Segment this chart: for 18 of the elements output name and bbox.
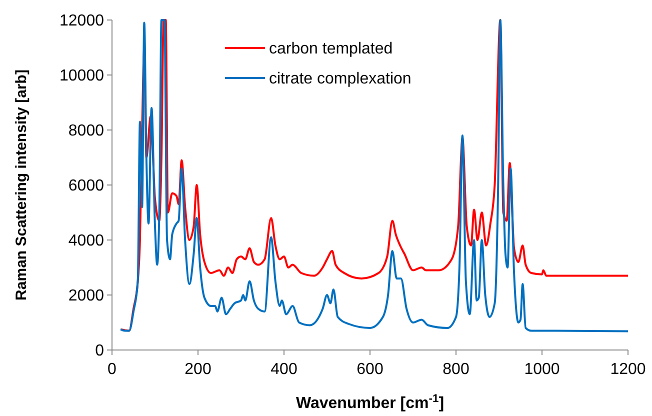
x-tick-label: 800 <box>442 361 470 378</box>
legend-label: citrate complexation <box>269 70 412 88</box>
y-tick-label: 0 <box>95 342 104 360</box>
y-axis-title: Raman Scattering intensity [arb] <box>13 70 30 300</box>
legend-label: carbon templated <box>269 40 393 58</box>
x-tick-label: 600 <box>356 361 384 378</box>
y-tick-label: 4000 <box>68 232 104 250</box>
y-tick-label: 2000 <box>68 288 104 305</box>
x-tick-label: 1200 <box>610 361 646 378</box>
y-tick-label: 8000 <box>68 122 104 140</box>
y-tick-label: 12000 <box>60 12 104 30</box>
x-axis-title: Wavenumber [cm$^{-1}$] <box>296 393 444 412</box>
y-tick-label: 10000 <box>60 68 104 85</box>
x-tick-label: 0 <box>108 361 117 378</box>
x-tick-label: 400 <box>270 361 298 378</box>
x-tick-label: 1000 <box>524 361 560 378</box>
y-tick-label: 6000 <box>68 178 104 195</box>
x-tick-label: 200 <box>184 361 212 378</box>
